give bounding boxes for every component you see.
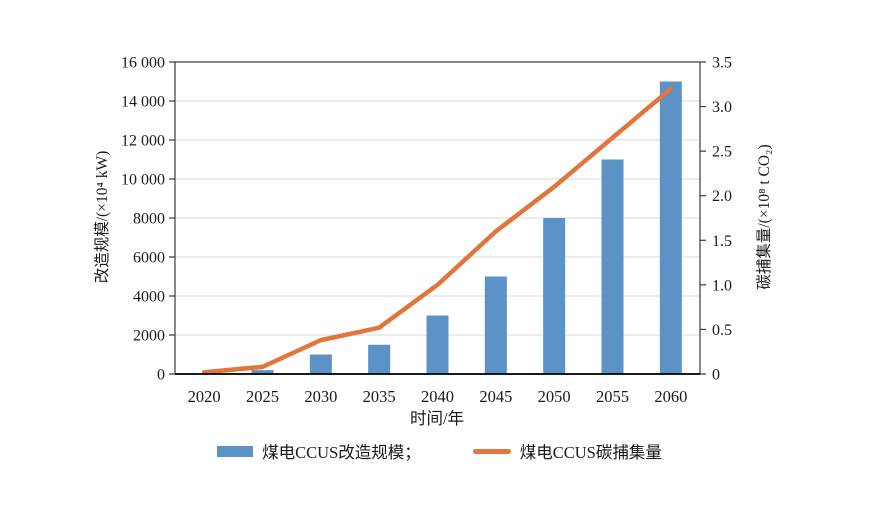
x-tick-label-2050: 2050 [538,387,571,406]
left-tick-label: 12 000 [121,133,165,150]
left-tick-label: 2000 [133,328,165,345]
line-swatch-icon [472,448,511,454]
bar-2030 [309,354,332,374]
bar-2035 [368,344,391,374]
bar-2050 [543,218,566,374]
bar-2045 [484,276,507,374]
left-tick-label: 4000 [133,289,165,306]
right-tick-label: 2.0 [712,188,732,205]
left-tick-label: 0 [157,367,165,384]
x-axis-title: 时间/年 [409,409,465,428]
right-tick-label: 1.5 [712,233,732,250]
legend-label-retrofit-scale: 煤电CCUS改造规模； [262,443,421,462]
left-tick-label: 16 000 [121,55,165,72]
right-tick-label: 1.0 [712,277,732,294]
left-axis-title: 改造规模/(×10⁴ kW) [94,150,111,284]
left-tick-label: 8000 [133,211,165,228]
bar-2055 [601,159,624,374]
x-tick-label-2030: 2030 [304,387,337,406]
x-tick-label-2055: 2055 [596,387,629,406]
right-tick-label: 0.5 [712,322,732,339]
left-tick-label: 10 000 [121,172,165,189]
carbon-capture-line [201,86,674,375]
bar-2040 [426,315,449,374]
bar-2025 [251,370,274,374]
legend-item-retrofit-scale: 煤电CCUS改造规模； [217,439,421,463]
bar-2060 [659,81,682,374]
x-tick-label-2035: 2035 [363,387,396,406]
x-tick-label-2045: 2045 [479,387,512,406]
legend-item-carbon-capture: 煤电CCUS碳捕集量 [472,439,662,463]
x-tick-label-2025: 2025 [246,387,279,406]
x-tick-label-2060: 2060 [654,387,687,406]
x-tick-label-2020: 2020 [188,387,221,406]
bar-swatch-icon [217,445,254,457]
right-tick-label: 3.0 [712,99,732,116]
chart-legend: 煤电CCUS改造规模； 煤电CCUS碳捕集量 [0,440,879,462]
left-tick-label: 6000 [133,250,165,267]
right-tick-label: 2.5 [712,144,732,161]
x-tick-label-2040: 2040 [421,387,454,406]
right-tick-label: 3.5 [712,55,732,72]
legend-label-carbon-capture: 煤电CCUS碳捕集量 [519,443,662,462]
left-tick-label: 14 000 [121,94,165,111]
right-tick-label: 0 [712,367,720,384]
right-axis-title: 碳捕集量/(×10⁸ t CO₂) [756,144,773,290]
